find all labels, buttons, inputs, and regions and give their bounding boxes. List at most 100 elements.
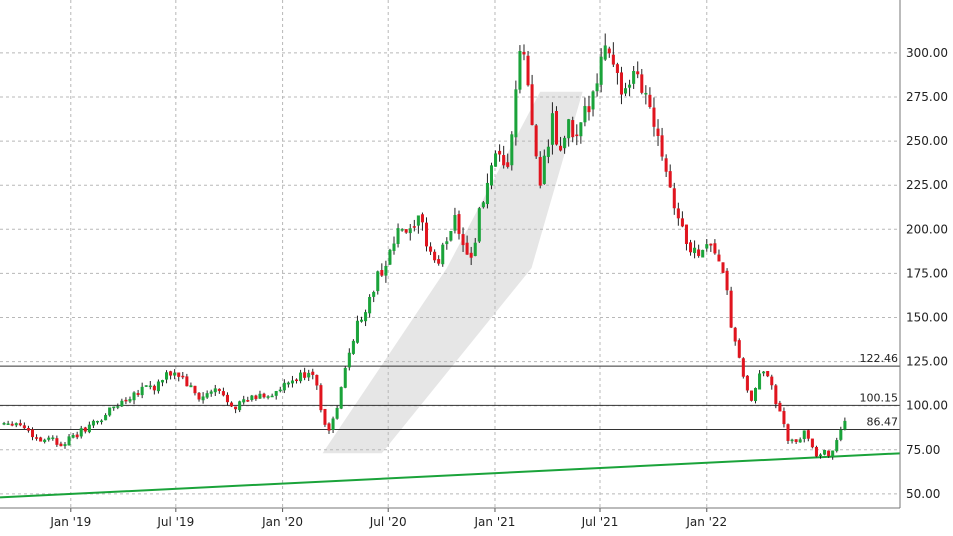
candle-up <box>282 382 286 391</box>
candle-down <box>295 379 299 382</box>
candle-up <box>831 450 835 457</box>
candle-down <box>636 71 640 75</box>
y-tick-label: 175.00 <box>906 266 948 280</box>
trendline <box>0 452 901 499</box>
candle-up <box>47 437 51 440</box>
candle-up <box>644 92 648 95</box>
candle-up <box>705 244 709 249</box>
candle-up <box>51 437 55 440</box>
candle-down <box>766 370 770 377</box>
candle-down <box>254 395 258 400</box>
candle-up <box>209 391 213 394</box>
candle-down <box>412 226 416 228</box>
candle-down <box>10 423 14 426</box>
candle-up <box>376 271 380 292</box>
candle-down <box>177 372 181 377</box>
candle-down <box>225 394 229 403</box>
candle-down <box>778 402 782 412</box>
candle-up <box>299 372 303 382</box>
candle-down <box>197 392 201 400</box>
candle-down <box>498 150 502 155</box>
candle-down <box>774 385 778 405</box>
candle-down <box>323 408 327 425</box>
level-label: 86.47 <box>867 416 899 429</box>
candle-down <box>676 208 680 219</box>
candle-up <box>567 119 571 139</box>
candle-up <box>453 215 457 231</box>
candle-down <box>404 229 408 233</box>
y-tick-label: 50.00 <box>906 487 940 501</box>
candle-down <box>35 437 39 439</box>
candle-down <box>656 128 660 136</box>
y-tick-label: 125.00 <box>906 355 948 369</box>
candle-down <box>554 111 558 145</box>
candle-up <box>71 435 75 438</box>
candle-up <box>173 372 177 376</box>
candle-up <box>392 243 396 251</box>
channel-band <box>322 91 583 454</box>
candle-up <box>132 392 136 401</box>
candle-up <box>839 429 843 440</box>
candle-down <box>729 290 733 328</box>
candle-up <box>477 208 481 242</box>
candle-up <box>339 387 343 409</box>
candle-down <box>230 402 234 407</box>
candle-up <box>144 385 148 387</box>
candle-up <box>693 247 697 254</box>
candle-down <box>713 243 717 254</box>
x-tick-label: Jan '19 <box>49 515 91 529</box>
candle-up <box>485 182 489 205</box>
x-tick-label: Jul '20 <box>369 515 407 529</box>
y-tick-label: 250.00 <box>906 134 948 148</box>
candle-down <box>782 411 786 425</box>
candle-up <box>201 396 205 401</box>
candle-down <box>424 222 429 247</box>
candle-down <box>668 171 672 188</box>
candle-up <box>798 439 802 443</box>
candle-down <box>319 385 323 411</box>
candle-up <box>624 88 628 94</box>
x-tick-label: Jan '20 <box>261 515 303 529</box>
candle-down <box>607 48 611 54</box>
y-tick-label: 150.00 <box>906 311 948 325</box>
candle-down <box>59 443 63 447</box>
candle-down <box>246 400 250 402</box>
candle-down <box>749 390 753 401</box>
candle-up <box>205 393 209 398</box>
candle-up <box>632 70 636 84</box>
candle-up <box>128 399 132 402</box>
candle-up <box>754 387 758 402</box>
candle-up <box>823 450 827 455</box>
candle-up <box>510 134 514 166</box>
grid-layer <box>0 0 900 508</box>
candle-down <box>810 438 814 448</box>
candle-down <box>465 242 469 255</box>
candle-down <box>538 157 542 186</box>
candle-down <box>380 270 384 276</box>
candle-down <box>672 188 676 209</box>
candle-up <box>595 83 599 92</box>
candle-up <box>550 113 554 145</box>
candle-up <box>599 56 603 85</box>
candle-down <box>181 375 185 378</box>
candle-down <box>814 446 818 457</box>
candle-down <box>684 224 688 244</box>
x-tick-label: Jul '19 <box>156 515 194 529</box>
channel-band-layer <box>322 91 583 454</box>
candle-down <box>648 94 652 108</box>
candle-down <box>806 430 810 439</box>
candle-up <box>14 423 18 426</box>
candle-up <box>270 395 274 398</box>
candle-up <box>160 380 164 383</box>
candle-down <box>611 54 615 65</box>
candle-down <box>55 438 59 445</box>
candle-up <box>112 406 116 409</box>
candle-down <box>136 393 140 395</box>
candle-up <box>628 84 632 88</box>
candle-down <box>124 399 128 402</box>
candle-down <box>469 252 473 258</box>
candle-down <box>18 423 22 426</box>
candle-up <box>542 155 546 184</box>
candle-down <box>709 243 713 246</box>
